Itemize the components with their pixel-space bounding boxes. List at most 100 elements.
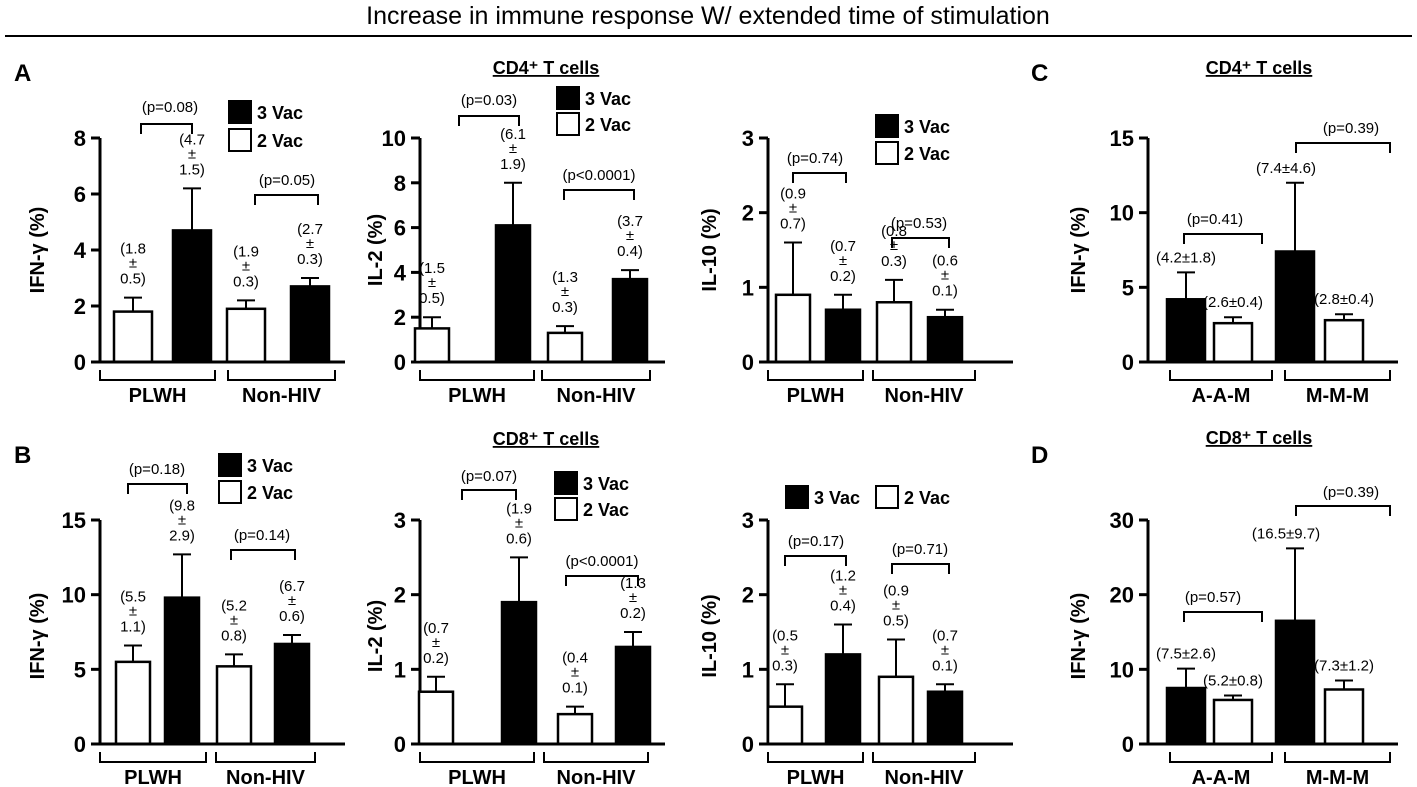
p-value-bracket	[565, 575, 639, 586]
group-label: M-M-M	[1306, 767, 1369, 787]
legend-swatch-2vac	[875, 485, 899, 509]
p-value-label: (p=0.07)	[461, 468, 517, 485]
value-label: ±	[890, 237, 898, 254]
value-label: (5.2±0.8)	[1203, 672, 1263, 689]
y-axis-label: IL-10 (%)	[699, 208, 721, 291]
bar	[1212, 698, 1254, 746]
legend-swatch-2vac	[875, 141, 899, 165]
y-tick-label: 6	[394, 216, 406, 241]
p-value-label: (p=0.17)	[788, 533, 844, 550]
y-axis-label: IL-2 (%)	[365, 600, 387, 672]
value-label: (0.7	[830, 238, 856, 255]
y-tick-label: 2	[394, 305, 406, 330]
value-label: ±	[306, 235, 314, 252]
bar	[225, 307, 267, 364]
y-tick-label: 2	[742, 583, 754, 608]
value-label: (0.9	[883, 582, 909, 599]
bar	[546, 331, 584, 364]
y-axis-label: IL-10 (%)	[699, 594, 721, 677]
p-value-bracket	[784, 555, 847, 566]
bar	[112, 310, 154, 364]
group-bracket	[419, 752, 535, 763]
value-label: 0.1)	[932, 283, 958, 300]
p-value-bracket	[458, 115, 520, 126]
bar	[494, 224, 532, 364]
value-label: (4.7	[179, 131, 205, 148]
bar	[273, 642, 311, 746]
p-value-bracket	[461, 489, 517, 500]
p-value-label: (p=0.14)	[234, 527, 290, 544]
value-label: ±	[941, 641, 949, 658]
legend-swatch-2vac	[218, 480, 242, 504]
y-tick-label: 5	[1122, 275, 1134, 300]
value-label: ±	[242, 257, 250, 274]
header-cd4-a: CD4⁺ T cells	[493, 58, 600, 78]
legend-swatch-3vac	[875, 114, 899, 138]
value-label: 1.1)	[120, 618, 146, 635]
value-label: (1.8	[120, 241, 146, 258]
bar	[163, 596, 201, 746]
y-tick-label: 0	[742, 350, 754, 375]
legend-swatch-3vac	[228, 100, 252, 124]
group-bracket	[543, 752, 649, 763]
value-label: 0.3)	[233, 273, 259, 290]
y-tick-label: 8	[74, 126, 86, 151]
panel-letter-c: C	[1031, 60, 1048, 87]
group-label: Non-HIV	[242, 385, 322, 407]
bar	[1165, 686, 1207, 746]
group-bracket	[541, 370, 651, 381]
bar	[1274, 250, 1316, 364]
p-value-label: (p=0.39)	[1323, 120, 1379, 137]
y-tick-label: 20	[1110, 583, 1134, 608]
panel-letter-a: A	[14, 60, 31, 87]
group-bracket	[767, 752, 864, 763]
legend-swatch-3vac	[556, 86, 580, 110]
group-label: PLWH	[787, 767, 845, 787]
y-axis-label: IFN-γ (%)	[1068, 207, 1090, 294]
value-label: (1.3	[620, 575, 646, 592]
group-bracket	[872, 370, 976, 381]
value-label: 0.2)	[620, 605, 646, 622]
value-label: ±	[230, 611, 238, 628]
value-label: ±	[571, 664, 579, 681]
bar	[877, 675, 915, 746]
p-value-label: (p<0.0001)	[563, 167, 636, 184]
legend-label-3vac: 3 Vac	[585, 89, 631, 109]
y-tick-label: 10	[1110, 201, 1134, 226]
y-axis-label: IFN-γ (%)	[27, 207, 49, 294]
y-tick-label: 3	[742, 508, 754, 533]
value-label: (1.9	[233, 243, 259, 260]
value-label: 0.6)	[506, 530, 532, 547]
legend-label-2vac: 2 Vac	[247, 483, 293, 503]
bar	[1212, 321, 1254, 364]
value-label: (2.7	[297, 221, 323, 238]
group-label: Non-HIV	[557, 385, 637, 407]
bar	[417, 690, 455, 746]
legend-swatch-2vac	[554, 497, 578, 521]
value-label: ±	[428, 274, 436, 291]
legend-swatch-3vac	[554, 471, 578, 495]
value-label: (5.5	[120, 588, 146, 605]
p-value-bracket	[230, 549, 296, 560]
value-label: (0.7	[932, 627, 958, 644]
value-label: (0.8	[881, 223, 907, 240]
bar	[824, 308, 862, 364]
bar	[556, 712, 594, 746]
value-label: (1.3	[552, 269, 578, 286]
value-label: ±	[839, 582, 847, 599]
bar	[413, 327, 451, 364]
value-label: 0.2)	[423, 650, 449, 667]
value-label: (0.4	[562, 650, 588, 667]
y-tick-label: 0	[74, 350, 86, 375]
bar	[1274, 619, 1316, 746]
legend-swatch-2vac	[556, 112, 580, 136]
value-label: (7.3±1.2)	[1314, 658, 1374, 675]
y-tick-label: 1	[394, 657, 406, 682]
group-bracket	[419, 370, 535, 381]
p-value-label: (p=0.05)	[259, 172, 315, 189]
y-tick-label: 10	[62, 583, 86, 608]
group-label: Non-HIV	[885, 385, 965, 407]
group-label: A-A-M	[1192, 385, 1251, 407]
